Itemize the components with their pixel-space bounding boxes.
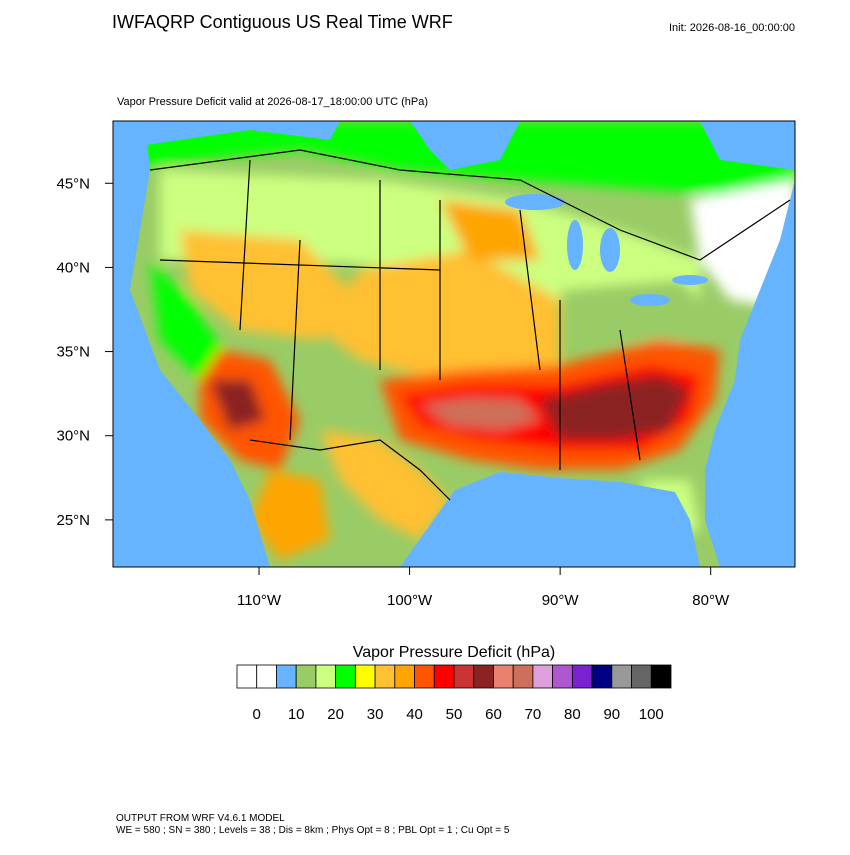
colorbar-box (552, 664, 573, 689)
colorbar-box (374, 664, 396, 689)
colorbar-box (315, 664, 337, 689)
colorbar-label: 80 (564, 706, 581, 723)
colorbar-box (335, 664, 356, 689)
colorbar-label: 100 (639, 706, 664, 723)
colorbar-box (650, 664, 672, 689)
subtitle: Vapor Pressure Deficit valid at 2026-08-… (117, 96, 428, 108)
colorbar: 0 10 20 30 40 50 60 70 80 90 100 (236, 664, 672, 723)
map-field (113, 121, 795, 567)
colorbar-label: 0 (253, 706, 261, 723)
colorbar-label: 10 (288, 706, 305, 723)
boundaries (149, 149, 791, 501)
y-tick-label: 25°N (56, 512, 90, 529)
colorbar-box (236, 664, 258, 689)
colorbar-box (571, 664, 593, 689)
y-tick-label: 40°N (56, 259, 90, 276)
x-tick-label: 110°W (237, 592, 282, 609)
colorbar-box (256, 664, 277, 689)
colorbar-box (631, 664, 652, 689)
colorbar-box (394, 664, 415, 689)
colorbar-title: Vapor Pressure Deficit (hPa) (353, 644, 555, 661)
y-tick-label: 30°N (56, 428, 90, 445)
colorbar-label: 20 (327, 706, 344, 723)
colorbar-box (433, 664, 455, 689)
colorbar-box (512, 664, 534, 689)
y-tick-label: 35°N (56, 344, 90, 361)
init-time: Init: 2026-08-16_00:00:00 (669, 22, 795, 34)
colorbar-label: 50 (446, 706, 463, 723)
colorbar-label: 60 (485, 706, 502, 723)
colorbar-box (453, 664, 475, 689)
colorbar-box (295, 664, 317, 689)
colorbar-box (354, 664, 376, 689)
water (113, 121, 795, 567)
colorbar-box (591, 664, 613, 689)
colorbar-label: 30 (367, 706, 384, 723)
map-axes: 110°W 100°W 90°W 80°W 25°N 30°N 35°N 40°N 45°N (56, 175, 729, 609)
colorbar-box (611, 664, 632, 689)
colorbar-box (473, 664, 494, 689)
y-tick-label: 45°N (56, 175, 90, 192)
colorbar-box (414, 664, 435, 689)
colorbar-label: 90 (603, 706, 620, 723)
colorbar-box (276, 664, 297, 689)
x-tick-label: 80°W (692, 592, 730, 609)
colorbar-box (532, 664, 554, 689)
colorbar-box (493, 664, 514, 689)
x-tick-label: 90°W (542, 592, 580, 609)
footer-line: WE = 580 ; SN = 380 ; Levels = 38 ; Dis … (116, 825, 510, 836)
title: IWFAQRP Contiguous US Real Time WRF (112, 12, 453, 32)
map-frame (112, 120, 796, 568)
colorbar-label: 70 (525, 706, 542, 723)
footer-line: OUTPUT FROM WRF V4.6.1 MODEL (116, 813, 285, 824)
x-tick-label: 100°W (387, 592, 433, 609)
colorbar-label: 40 (406, 706, 423, 723)
